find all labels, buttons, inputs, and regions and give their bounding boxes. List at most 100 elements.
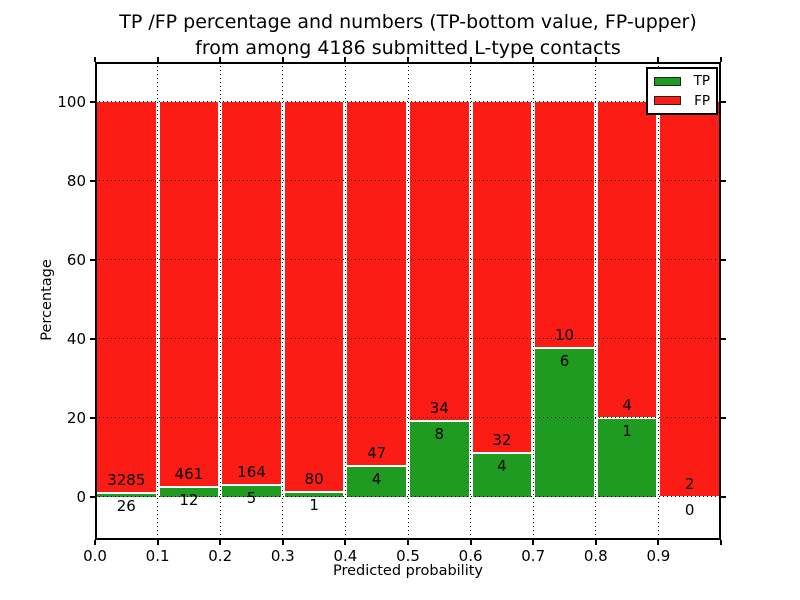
x-tick-top (657, 57, 660, 62)
x-tick-label: 0.7 (521, 547, 546, 565)
tp-count-label: 26 (116, 497, 136, 516)
bar-fp-segment (533, 101, 596, 349)
legend-swatch-tp-icon (654, 76, 681, 86)
x-tick-top (532, 57, 535, 62)
x-tick-label: 0.9 (646, 547, 671, 565)
x-tick-top (469, 57, 472, 62)
chart-title-line2: from among 4186 submitted L-type contact… (195, 37, 621, 59)
y-tick-right (721, 495, 726, 498)
x-tick-top (594, 57, 597, 62)
y-tick-right (721, 416, 726, 419)
y-tick-label: 20 (66, 408, 86, 427)
gridline-vertical (219, 62, 221, 540)
tp-count-label: 0 (684, 500, 695, 519)
bar-tp-segment (220, 484, 283, 497)
x-tick-label: 0.1 (145, 547, 170, 565)
bar-fp-segment (470, 101, 534, 453)
tp-count-label: 5 (246, 488, 257, 507)
fp-count-label: 164 (237, 462, 266, 481)
bar-tp-segment (282, 491, 346, 497)
y-tick-label: 40 (66, 329, 86, 348)
bar-fp-segment (345, 101, 408, 466)
x-tick-bottom (219, 540, 222, 545)
bar-fp-segment (220, 101, 283, 485)
y-tick-label: 100 (57, 92, 86, 111)
gridline-horizontal (95, 259, 721, 261)
y-tick-left (90, 416, 95, 419)
legend-swatch-fp-icon (654, 96, 681, 106)
tp-count-label: 12 (179, 490, 199, 509)
fp-count-label: 47 (367, 443, 387, 462)
y-tick-left (90, 100, 95, 103)
y-tick-left (90, 258, 95, 261)
tp-count-label: 1 (622, 421, 632, 440)
y-tick-left (90, 179, 95, 182)
tp-count-label: 4 (371, 469, 382, 488)
x-tick-top (94, 57, 96, 62)
x-tick-bottom (594, 540, 597, 545)
fp-count-label: 2 (684, 474, 695, 493)
y-tick-right (721, 100, 726, 103)
x-tick-top (407, 57, 409, 62)
chart-title: TP /FP percentage and numbers (TP-bottom… (95, 9, 721, 61)
bar-fp-segment (408, 101, 471, 422)
x-tick-label: 0.2 (208, 547, 233, 565)
x-tick-label: 0.6 (458, 547, 483, 565)
legend-entry-tp: TP (654, 73, 710, 89)
plot-frame (95, 62, 721, 540)
x-tick-bottom (94, 540, 96, 545)
x-tick-label: 0.0 (83, 547, 107, 565)
y-tick-label: 80 (66, 171, 86, 190)
gridline-vertical (595, 62, 597, 540)
chart-title-line1: TP /FP percentage and numbers (TP-bottom… (119, 11, 697, 33)
bar-fp-segment (157, 101, 221, 487)
x-tick-bottom (407, 540, 409, 545)
y-tick-left (90, 495, 95, 498)
x-tick-top (219, 57, 222, 62)
x-tick-bottom (532, 540, 535, 545)
y-tick-label: 0 (76, 487, 86, 506)
gridline-vertical (532, 62, 534, 540)
x-tick-top (281, 57, 284, 62)
x-tick-bottom (281, 540, 284, 545)
tp-count-label: 6 (559, 352, 570, 371)
gridline-horizontal (95, 417, 721, 419)
x-tick-label: 0.3 (270, 547, 295, 565)
y-tick-left (90, 337, 95, 340)
gridline-vertical (407, 62, 409, 540)
x-tick-top (720, 57, 722, 62)
tp-count-label: 4 (497, 456, 507, 475)
gridline-horizontal (95, 101, 721, 102)
bar-tp-segment (408, 421, 471, 497)
x-tick-bottom (344, 540, 347, 545)
x-tick-bottom (720, 540, 722, 545)
gridline-horizontal (95, 338, 721, 340)
bar-tp-segment (595, 417, 659, 497)
gridline-vertical (282, 62, 284, 540)
legend-label-fp: FP (694, 92, 710, 109)
fp-count-label: 10 (554, 326, 575, 345)
x-axis-label: Predicted probability (332, 563, 484, 579)
y-tick-right (721, 179, 726, 182)
x-tick-bottom (156, 540, 159, 545)
x-tick-label: 0.8 (583, 547, 608, 565)
legend-entry-fp: FP (654, 93, 710, 109)
bar-tp-segment (470, 452, 534, 497)
x-tick-top (156, 57, 159, 62)
gridline-horizontal (95, 180, 721, 181)
x-tick-bottom (469, 540, 472, 545)
x-tick-bottom (657, 540, 660, 545)
legend-label-tp: TP (693, 73, 710, 90)
gridline-vertical (470, 62, 472, 540)
bar-tp-segment (345, 465, 408, 497)
fp-count-label: 4 (622, 395, 632, 414)
bar-tp-segment (533, 348, 596, 497)
bar-tp-segment (157, 486, 221, 497)
gridline-horizontal (95, 496, 721, 498)
fp-count-label: 461 (174, 464, 204, 483)
gridline-vertical (657, 62, 659, 540)
tp-count-label: 8 (434, 425, 445, 444)
fp-count-label: 80 (304, 469, 324, 488)
gridline-vertical (157, 62, 159, 540)
